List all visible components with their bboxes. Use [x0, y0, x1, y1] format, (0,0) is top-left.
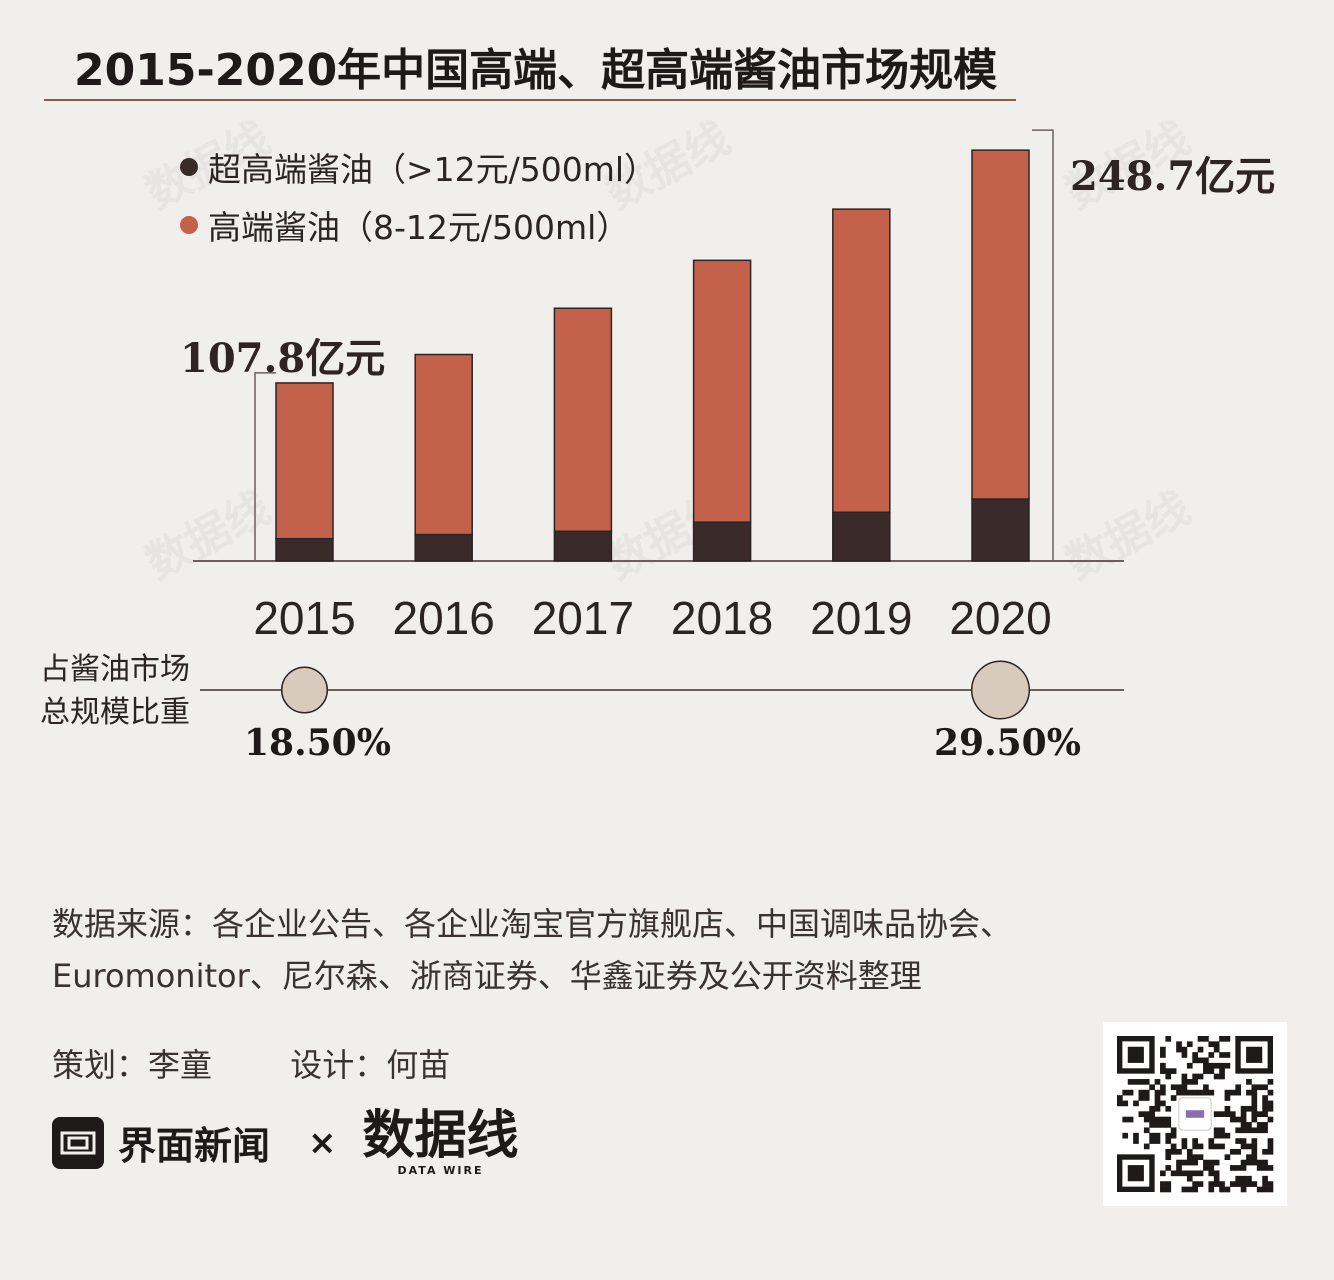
share-label-line: 总规模比重	[40, 695, 190, 730]
share-first-value: 18.50%	[244, 722, 391, 764]
share-label: 占酱油市场 总规模比重	[40, 648, 190, 734]
chart-title: 2015-2020年中国高端、超高端酱油市场规模	[74, 45, 998, 96]
brand-row: 界面新闻 × 数据线 DATA WIRE	[52, 1108, 519, 1177]
jiemian-logo-icon	[52, 1116, 104, 1169]
legend-label: 超高端酱油（>12元/500ml）	[208, 150, 658, 189]
x-tick-label: 2018	[671, 592, 773, 644]
bar-segment-premium	[553, 307, 613, 533]
title-divider	[44, 99, 1016, 101]
x-tick-label: 2020	[949, 592, 1051, 644]
data-source: 数据来源：各企业公告、各企业淘宝官方旗舰店、中国调味品协会、 Euromonit…	[52, 898, 1152, 1002]
credits: 策划：李童 设计：何苗	[52, 1040, 518, 1086]
bar-segment-premium	[971, 149, 1030, 500]
x-tick-label: 2016	[393, 592, 495, 644]
partner-subtitle: DATA WIRE	[397, 1164, 484, 1177]
x-tick-label: 2015	[253, 592, 355, 644]
qr-code-icon	[1103, 1022, 1287, 1206]
bar-segment-premium	[832, 208, 891, 514]
legend-swatch-icon	[180, 216, 198, 234]
brand-name: 界面新闻	[118, 1124, 271, 1168]
legend-swatch-icon	[180, 158, 198, 176]
share-label-line: 占酱油市场	[40, 652, 190, 687]
first-bracket	[254, 372, 276, 561]
bar-segment-super-premium	[971, 498, 1030, 562]
bar-segment-super-premium	[414, 533, 473, 562]
designer-credit: 设计：何苗	[290, 1046, 451, 1084]
x-tick-label: 2019	[810, 592, 912, 644]
bar-segment-premium	[275, 382, 334, 540]
legend-label: 高端酱油（8-12元/500ml）	[208, 208, 630, 247]
bar-segment-premium	[692, 259, 752, 523]
planner-credit: 策划：李童	[52, 1046, 213, 1084]
bar-segment-super-premium	[275, 537, 334, 562]
last-bracket	[1032, 129, 1054, 561]
legend-item-super-premium: 超高端酱油（>12元/500ml）	[180, 138, 657, 196]
bar-segment-premium	[414, 353, 473, 536]
source-line: Euromonitor、尼尔森、浙商证券、华鑫证券及公开资料整理	[52, 957, 922, 995]
brand-separator: ×	[308, 1122, 337, 1163]
chart-legend: 超高端酱油（>12元/500ml） 高端酱油（8-12元/500ml）	[180, 138, 657, 254]
legend-item-premium: 高端酱油（8-12元/500ml）	[180, 196, 657, 254]
bar-segment-super-premium	[832, 511, 891, 562]
bar-segment-super-premium	[692, 521, 752, 562]
share-circle-last	[970, 660, 1031, 720]
share-last-value: 29.50%	[934, 722, 1081, 764]
x-tick-label: 2017	[532, 592, 634, 644]
callout-first-total: 107.8亿元	[180, 335, 386, 382]
bar-chart: 2015 2016 2017 2018 2019 2020	[193, 129, 1124, 720]
callout-last-total: 248.7亿元	[1070, 153, 1276, 200]
source-line: 数据来源：各企业公告、各企业淘宝官方旗舰店、中国调味品协会、	[52, 905, 1013, 943]
share-circle-first	[280, 666, 329, 714]
datawire-logo: 数据线 DATA WIRE	[362, 1105, 519, 1178]
bar-segment-super-premium	[553, 530, 613, 562]
partner-name: 数据线	[362, 1105, 519, 1166]
